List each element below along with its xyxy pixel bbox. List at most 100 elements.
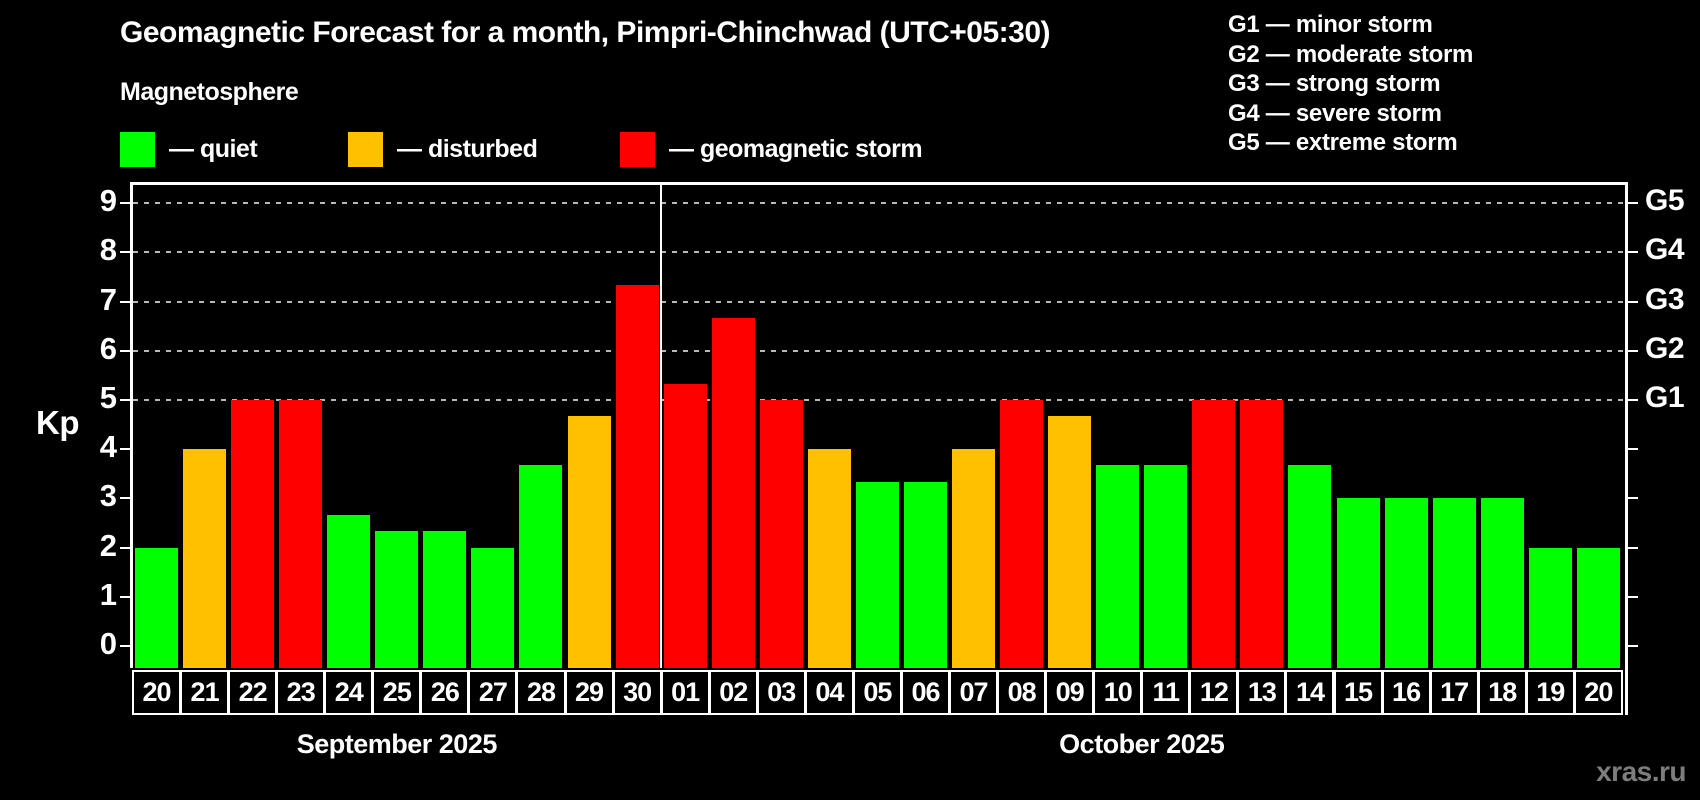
storm-scale-item-g2: G2 — moderate storm [1228,40,1474,68]
day-label-cell: 25 [372,670,422,715]
day-label-cell: 30 [612,670,662,715]
kp-bar [1384,498,1428,668]
y-tick-label: 5 [99,380,117,415]
kp-bar [952,449,996,668]
y-axis-tick [120,546,130,549]
kp-bar [1096,465,1140,668]
day-label-cell: 04 [804,670,854,715]
day-label-cell: 18 [1477,670,1527,715]
right-axis-g-label: G3 [1645,282,1685,316]
kp-bar [855,482,899,668]
kp-bar [903,482,947,668]
right-axis-tick [1628,349,1638,352]
day-label-cell: 05 [852,670,902,715]
y-axis-tick [120,645,130,647]
y-axis-label: Kp [36,404,80,441]
y-tick-label: 4 [99,429,117,465]
day-label-cell: 27 [468,670,518,715]
y-axis-tick [120,497,130,500]
storm-scale-legend: G1 — minor storm G2 — moderate storm G3 … [1228,10,1473,158]
day-label-cell: 02 [708,670,758,715]
month-label: September 2025 [296,729,498,759]
right-axis-tick [1628,251,1638,254]
y-axis-tick [120,349,130,352]
day-label-cell: 01 [660,670,710,715]
y-axis-tick [120,202,130,205]
right-axis-g-label: G1 [1645,381,1685,414]
kp-bar [423,531,467,668]
day-label-cell: 14 [1285,670,1335,715]
day-label-cell: 03 [756,670,806,715]
right-axis-g-label: G2 [1645,331,1685,365]
storm-scale-item-g5: G5 — extreme storm [1228,129,1458,156]
kp-bar [135,547,178,668]
kp-bar [279,400,323,668]
kp-bar [1432,498,1476,668]
kp-bar [231,400,275,668]
kp-bar [663,383,707,668]
kp-bar [183,449,227,668]
kp-bar [1240,400,1284,668]
legend-item-storm: — geomagnetic storm [620,131,923,167]
right-axis-tick [1628,546,1638,549]
day-label-cell: 22 [228,670,278,715]
kp-bar [375,531,419,668]
month-separator-line [660,182,663,668]
day-label-cell: 07 [949,670,999,715]
quiet-legend-label: — quiet [169,134,258,163]
kp-bar [1048,416,1092,668]
kp-bar [807,449,851,668]
right-axis-tick [1628,497,1638,500]
gridline-kp5 [133,399,1625,401]
disturbed-color-swatch [348,131,383,167]
y-axis-tick [120,595,130,598]
day-label-cell: 16 [1381,670,1431,715]
day-label-cell: 20 [132,670,182,715]
kp-bar [1336,498,1380,668]
kp-bar [711,317,755,668]
y-tick-label: 6 [99,330,117,366]
watermark: xras.ru [1596,756,1686,787]
kp-bar [1576,547,1620,668]
chart-title: Geomagnetic Forecast for a month, Pimpri… [120,16,1051,49]
y-tick-label: 3 [99,478,117,514]
kp-bar [327,514,371,668]
y-tick-label: 7 [99,281,117,317]
legend-item-disturbed: — disturbed [348,131,538,167]
kp-bar [1480,498,1524,668]
kp-bar [567,416,611,668]
quiet-color-swatch [120,131,155,167]
day-label-cell: 09 [1045,670,1095,715]
day-label-cell: 24 [324,670,374,715]
day-label-cell: 29 [564,670,614,715]
right-axis-line [1625,182,1628,715]
gridline-kp8 [133,251,1625,254]
kp-bar [519,465,563,668]
right-axis-tick [1628,399,1638,401]
kp-bar [1528,547,1572,668]
kp-bar [471,547,515,668]
y-axis-tick [120,300,130,303]
right-axis-tick [1628,448,1638,451]
y-axis-tick [120,448,130,451]
day-label-cell: 06 [900,670,950,715]
day-label-cell: 10 [1093,670,1143,715]
storm-scale-item-g4: G4 — severe storm [1228,99,1442,127]
day-label-cell: 19 [1525,670,1575,715]
day-label-cell: 20 [1573,670,1623,715]
day-label-cell: 08 [997,670,1047,715]
right-axis-g-label: G4 [1645,233,1685,267]
storm-scale-item-g1: G1 — minor storm [1228,11,1433,38]
day-label-cell: 17 [1429,670,1479,715]
right-axis-tick [1628,300,1638,303]
magnetosphere-label: Magnetosphere [120,78,299,106]
gridline-kp9 [133,202,1625,205]
kp-bar [1144,465,1188,668]
month-label: October 2025 [1059,729,1225,759]
plot-top-border [130,182,1628,185]
kp-bar [759,400,803,668]
storm-scale-item-g3: G3 — strong storm [1228,70,1441,97]
right-axis-tick [1628,202,1638,205]
y-axis-tick [120,399,130,401]
